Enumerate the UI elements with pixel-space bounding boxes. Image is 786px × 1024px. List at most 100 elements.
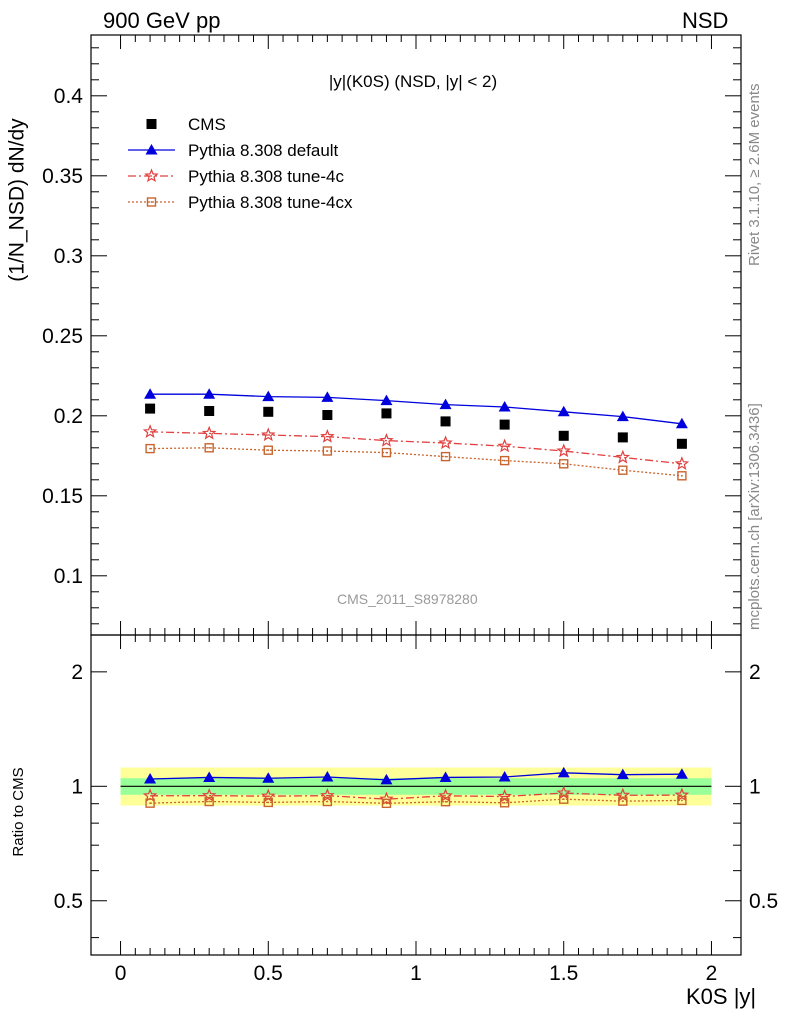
ratio-point-0-6 [498, 770, 511, 782]
data-point-0-7 [558, 430, 569, 441]
data-point-2-0 [142, 424, 158, 438]
data-point-0-8 [617, 432, 628, 443]
ratio-point-2-6-center [503, 801, 506, 804]
ratio-point-2-6 [499, 798, 510, 808]
data-point-2-2 [261, 427, 276, 442]
legend-label-2: Pythia 8.308 tune-4c [188, 167, 344, 186]
x-tick-label-0: 0 [115, 962, 127, 985]
data-point-3-2-center [267, 449, 270, 452]
data-point-1-0 [144, 388, 157, 399]
ratio-point-2-8 [618, 796, 628, 806]
ratio-point-2-3-center [326, 800, 329, 803]
ratio-point-2-5 [440, 796, 451, 807]
data-point-2-6 [497, 438, 512, 453]
data-point-1-9 [675, 417, 688, 429]
data-point-0-3 [322, 410, 333, 420]
data-point-2-4 [379, 432, 394, 447]
series-line-1 [150, 393, 682, 425]
chart-title: |y|(K0S) (NSD, |y| < 2) [329, 72, 497, 91]
data-point-1-2 [262, 390, 275, 402]
data-point-3-3-center [326, 450, 329, 452]
ratio-point-1-8 [615, 787, 631, 802]
ratio-y-axis-label: Ratio to CMS [9, 767, 27, 857]
series-line-2 [150, 431, 682, 465]
y-tick-label-0.25: 0.25 [42, 325, 83, 348]
data-point-0-4 [381, 408, 392, 419]
ratio-point-2-3 [322, 796, 333, 807]
data-point-3-6-center [503, 459, 506, 462]
ratio-y-tick-label-right-2: 2 [749, 661, 761, 684]
ratio-y-tick-label-right-1: 1 [749, 775, 761, 798]
legend-marker-2 [144, 168, 159, 183]
legend-label-0: CMS [188, 115, 226, 134]
ratio-point-2-0 [145, 798, 155, 808]
ratio-point-2-7-center [562, 798, 565, 801]
data-point-3-9-center [681, 474, 683, 477]
data-point-3-1-center [208, 446, 211, 449]
data-point-3-0 [145, 443, 155, 454]
ratio-point-0-3 [321, 770, 334, 782]
ratio-point-2-4 [381, 798, 392, 809]
data-point-2-1 [201, 425, 217, 440]
legend-label-3: Pythia 8.308 tune-4cx [188, 193, 353, 212]
data-point-2-5 [438, 435, 453, 450]
rivet-version-label: Rivet 3.1.10, ≥ 2.6M events [746, 83, 763, 267]
ratio-point-0-8 [616, 768, 629, 780]
data-point-3-3 [322, 446, 333, 456]
ratio-point-1-0 [142, 788, 158, 802]
ratio-y-tick-label-1: 1 [71, 775, 83, 798]
data-point-3-1 [204, 443, 214, 453]
ratio-point-2-1 [204, 796, 214, 807]
legend-marker-3 [146, 197, 157, 207]
y-tick-label-0.35: 0.35 [42, 165, 83, 188]
data-point-1-4 [380, 394, 393, 406]
data-point-1-5 [439, 398, 452, 410]
data-point-3-8-center [621, 469, 624, 472]
ratio-point-2-4-center [385, 802, 388, 805]
data-point-3-7 [559, 459, 569, 469]
ratio-y-tick-label-0.5: 0.5 [54, 890, 83, 913]
ratio-point-1-3 [320, 787, 335, 802]
data-point-0-1 [204, 406, 215, 416]
x-tick-label-1.5: 1.5 [549, 962, 578, 985]
ratio-point-0-9 [675, 768, 688, 779]
ratio-y-tick-label-2: 2 [71, 661, 83, 684]
data-point-1-6 [498, 401, 511, 412]
data-point-0-5 [440, 416, 451, 427]
ratio-point-2-5-center [444, 800, 447, 803]
ratio-point-0-5 [439, 771, 452, 782]
data-point-0-6 [499, 419, 510, 430]
data-point-0-0 [145, 403, 156, 414]
data-point-1-7 [557, 405, 570, 417]
data-point-3-2 [263, 445, 273, 455]
data-point-1-3 [321, 391, 334, 402]
ratio-point-2-8-center [621, 800, 624, 803]
x-axis-label: K0S |y| [686, 984, 757, 1009]
x-tick-label-0.5: 0.5 [254, 962, 283, 985]
analysis-watermark: CMS_2011_S8978280 [337, 591, 478, 607]
collision-label: 900 GeV pp [103, 8, 221, 33]
legend-label-1: Pythia 8.308 default [188, 141, 339, 160]
data-point-2-7 [556, 443, 571, 458]
data-point-0-2 [263, 406, 274, 417]
mcplots-reference-label: mcplots.cern.ch [arXiv:1306.3436] [746, 403, 763, 630]
ratio-point-1-5 [438, 788, 453, 802]
legend-marker-3-center [150, 201, 153, 203]
ratio-y-tick-label-right-0.5: 0.5 [749, 890, 778, 913]
y-tick-label-0.4: 0.4 [54, 85, 84, 108]
ratio-point-1-9 [674, 787, 690, 802]
ratio-point-2-1-center [208, 800, 211, 803]
series-line-3 [150, 447, 682, 477]
ratio-point-0-7 [557, 766, 570, 778]
data-point-3-4 [381, 447, 392, 458]
ratio-point-0-2 [262, 772, 275, 783]
data-point-3-7-center [562, 462, 565, 465]
ratio-point-0-0 [144, 773, 157, 784]
data-point-2-9 [674, 456, 690, 470]
legend-marker-1 [145, 144, 158, 155]
data-point-2-3 [320, 428, 335, 443]
data-point-2-8 [615, 449, 631, 464]
ratio-point-2-7 [559, 794, 569, 804]
ratio-point-1-4 [379, 791, 394, 806]
x-tick-label-1: 1 [410, 962, 422, 985]
